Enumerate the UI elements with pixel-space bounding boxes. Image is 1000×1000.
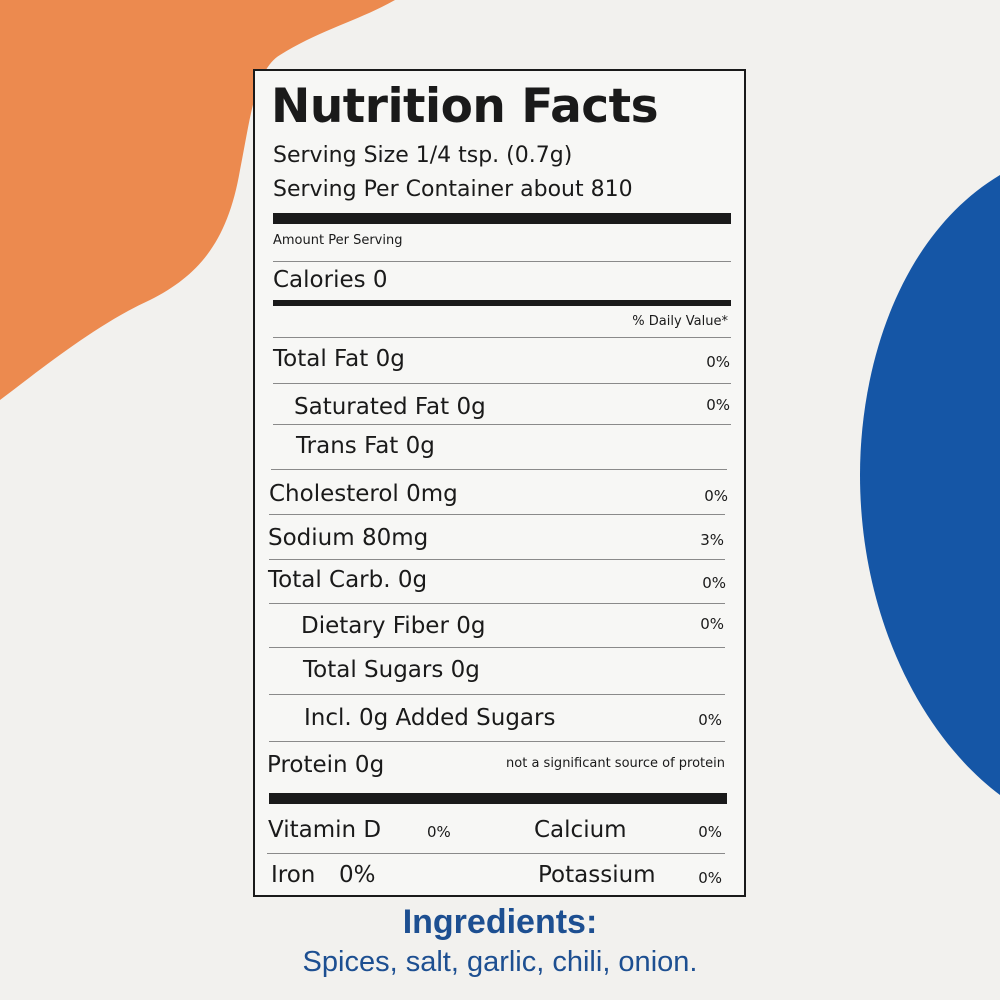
divider: [269, 559, 725, 560]
vitamin-d-label: Vitamin D: [268, 817, 382, 843]
orange-blob-shape: [0, 0, 395, 400]
vitamin-d-value: 0%: [427, 823, 451, 841]
blue-circle-shape: [860, 175, 1000, 795]
nutrient-label: Saturated Fat 0g: [294, 394, 486, 420]
nutrient-label: Total Carb. 0g: [268, 567, 428, 593]
ingredients-text: Spices, salt, garlic, chili, onion.: [302, 946, 698, 978]
divider: [273, 337, 731, 338]
divider: [269, 514, 725, 515]
nutrient-dv: 0%: [698, 711, 722, 729]
divider: [271, 469, 727, 470]
divider: [273, 261, 731, 262]
thick-divider: [273, 213, 731, 224]
label-title: Nutrition Facts: [271, 79, 659, 134]
divider: [269, 647, 725, 648]
nutrient-dv: 0%: [700, 615, 724, 633]
nutrient-dv: 0%: [706, 353, 730, 371]
nutrient-dv: 3%: [700, 531, 724, 549]
iron-value: 0%: [339, 862, 376, 888]
nutrient-label: Total Fat 0g: [273, 346, 405, 372]
nutrient-label: Incl. 0g Added Sugars: [304, 705, 556, 731]
medium-divider: [273, 300, 731, 306]
potassium-value: 0%: [698, 869, 722, 887]
nutrient-label: Protein 0g: [267, 752, 385, 778]
nutrient-dv: 0%: [706, 396, 730, 414]
potassium-label: Potassium: [538, 862, 656, 888]
nutrient-label: Total Sugars 0g: [303, 657, 480, 683]
divider: [269, 603, 725, 604]
protein-note: not a significant source of protein: [506, 756, 725, 771]
nutrient-label: Sodium 80mg: [268, 525, 429, 551]
iron-label: Iron: [271, 862, 316, 888]
divider: [273, 424, 731, 425]
calcium-value: 0%: [698, 823, 722, 841]
daily-value-header: % Daily Value*: [632, 314, 728, 329]
calcium-label: Calcium: [534, 817, 627, 843]
amount-per-serving: Amount Per Serving: [273, 233, 403, 248]
serving-size: Serving Size 1/4 tsp. (0.7g): [273, 143, 573, 168]
nutrient-label: Cholesterol 0mg: [269, 481, 458, 507]
ingredients-title: Ingredients:: [402, 903, 598, 941]
nutrient-dv: 0%: [704, 487, 728, 505]
divider: [267, 853, 725, 854]
nutrient-dv: 0%: [702, 574, 726, 592]
servings-per-container: Serving Per Container about 810: [273, 177, 633, 202]
thick-divider: [269, 793, 727, 804]
nutrient-label: Trans Fat 0g: [296, 433, 435, 459]
nutrient-label: Dietary Fiber 0g: [301, 613, 486, 639]
divider: [269, 694, 725, 695]
divider: [269, 741, 725, 742]
divider: [273, 383, 731, 384]
calories: Calories 0: [273, 267, 388, 293]
nutrition-facts-label: Nutrition Facts Serving Size 1/4 tsp. (0…: [253, 69, 746, 897]
